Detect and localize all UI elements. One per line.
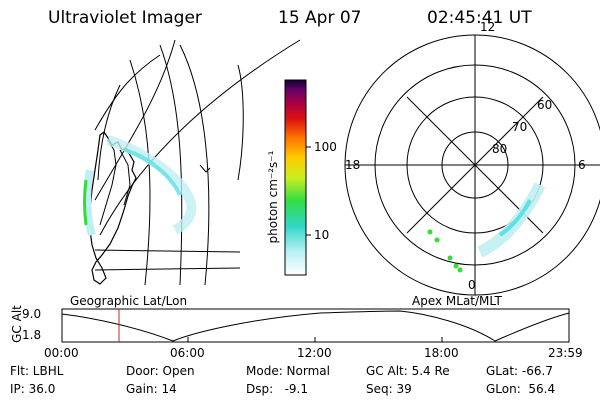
mlt-label-18: 18	[345, 158, 361, 172]
map-latitude-line	[94, 249, 241, 253]
coastline	[89, 131, 137, 285]
aurora-polar-spot	[447, 255, 453, 261]
mlt-label-12: 12	[480, 20, 496, 34]
map-panel-label: Geographic Lat/Lon	[70, 294, 188, 308]
instrument-title: Ultraviolet Imager	[48, 8, 202, 28]
map-latitude-line	[94, 267, 241, 271]
x-tick-label: 18:00	[424, 346, 459, 360]
lat-label-80: 80	[492, 142, 508, 156]
map-longitude-line	[97, 84, 121, 181]
altitude-y-top: 9.0	[22, 307, 42, 321]
polar-panel-label: Apex MLat/MLT	[412, 294, 502, 308]
aurora-oval-mid	[124, 148, 182, 196]
glon-info: GLon: 56.4	[486, 382, 556, 396]
mlt-label-0: 0	[468, 278, 476, 292]
colorbar-unit-label: photon cm⁻²s⁻¹	[266, 150, 280, 244]
aurora-polar-spot	[453, 263, 459, 269]
coastline	[199, 164, 211, 173]
map-latitude-line	[99, 39, 301, 236]
time-label: 02:45:41 UT	[427, 8, 532, 28]
lat-label-70: 70	[512, 120, 528, 134]
dsp-info: Dsp: -9.1	[246, 382, 309, 396]
colorbar-tick-label: 10	[314, 228, 330, 242]
altitude-curve	[61, 310, 570, 342]
geographic-map	[89, 39, 301, 286]
map-longitude-line	[159, 44, 183, 286]
aurora-polar-spot	[434, 237, 440, 243]
door-info: Door: Open	[126, 364, 195, 378]
gain-info: Gain: 14	[126, 382, 177, 396]
aurora-polar-mid	[498, 199, 532, 237]
polar-plot	[344, 34, 600, 296]
mlt-label-6: 6	[578, 158, 586, 172]
filter-info: Flt: LBHL	[10, 364, 64, 378]
aurora-arc-faint	[83, 169, 96, 237]
aurora-oval-faint	[106, 135, 197, 235]
polar-diagonal	[406, 96, 544, 234]
mode-info: Mode: Normal	[246, 364, 330, 378]
colorbar	[284, 79, 307, 276]
x-tick-label: 12:00	[297, 346, 332, 360]
x-tick-label: 00:00	[44, 346, 79, 360]
altitude-y-bottom: 1.8	[22, 328, 42, 342]
map-aurora	[83, 135, 197, 237]
ip-info: IP: 36.0	[10, 382, 56, 396]
aurora-polar-spot	[457, 267, 463, 273]
coastline	[119, 149, 131, 206]
map-longitude-line	[94, 54, 161, 131]
polar-aurora	[427, 182, 546, 273]
map-longitude-line	[179, 44, 210, 286]
glat-info: GLat: -66.7	[486, 364, 553, 378]
seq-info: Seq: 39	[366, 382, 412, 396]
coastline	[99, 139, 117, 226]
map-latitude-line	[94, 39, 176, 201]
date-label: 15 Apr 07	[278, 8, 362, 28]
aurora-arc-bright	[83, 179, 88, 226]
gc-alt-info: GC Alt: 5.4 Re	[366, 364, 450, 378]
x-tick-label: 23:59	[548, 346, 583, 360]
lat-label-60: 60	[537, 98, 553, 112]
aurora-polar-spot	[427, 229, 433, 235]
map-longitude-line	[237, 64, 244, 181]
colorbar-tick-label: 100	[314, 140, 337, 154]
x-tick-label: 06:00	[170, 346, 205, 360]
